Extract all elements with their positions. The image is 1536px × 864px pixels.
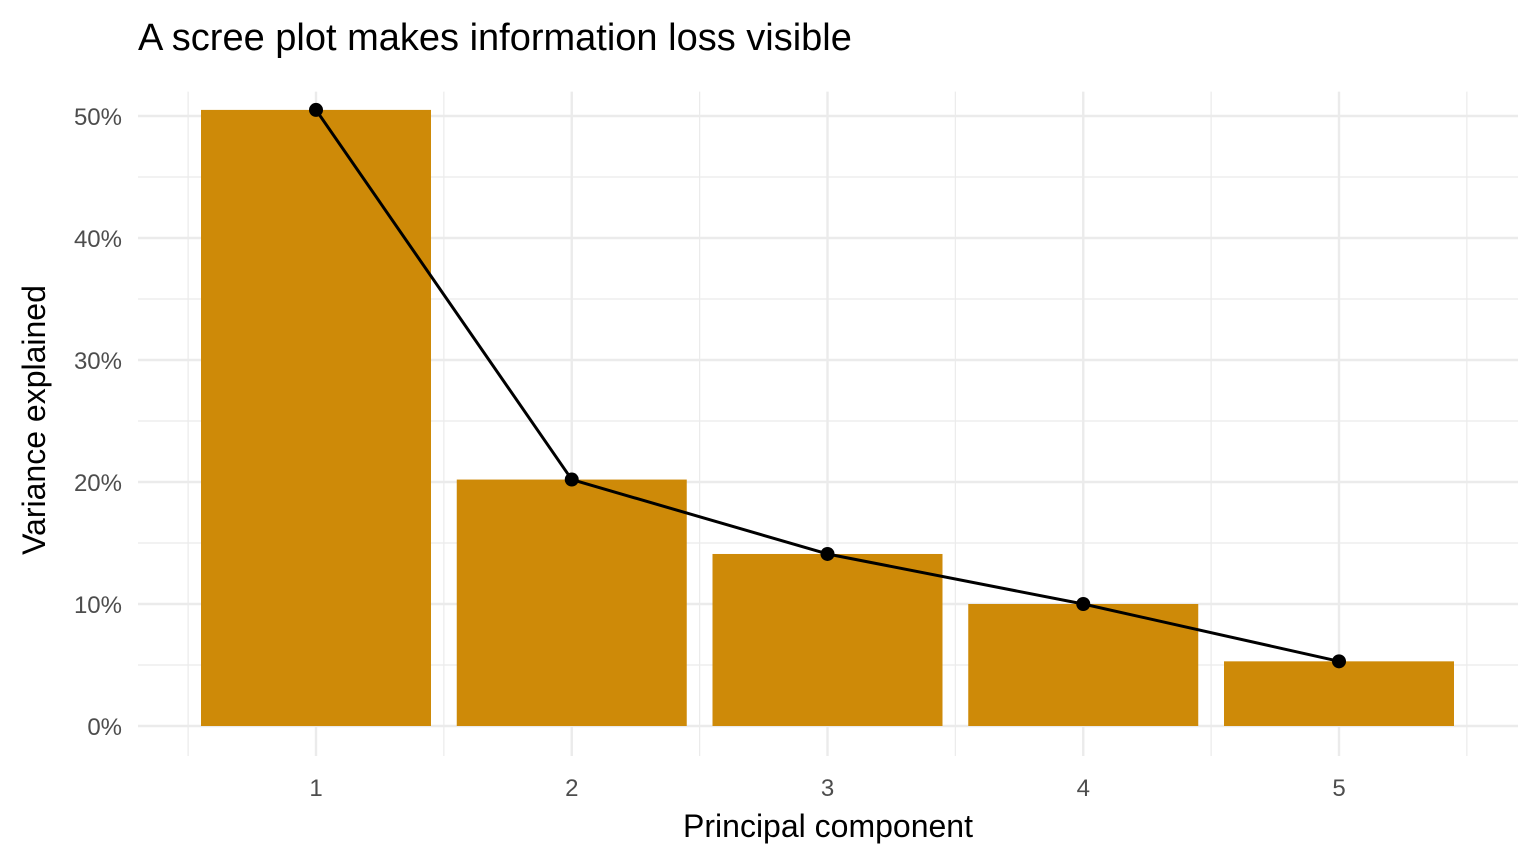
x-tick-label: 5 [1332,775,1345,802]
point-pc-3 [820,546,835,561]
x-axis-ticks: 1 2 3 4 5 [309,775,1345,802]
y-tick-label: 30% [74,348,122,375]
y-tick-label: 10% [74,592,122,619]
bar-pc-2 [456,479,687,726]
point-pc-1 [309,102,323,117]
point-pc-2 [564,472,579,487]
x-tick-label: 2 [565,775,578,802]
chart-title: A scree plot makes information loss visi… [138,17,852,59]
bar-pc-3 [712,553,943,726]
point-pc-5 [1332,654,1346,669]
variance-points [309,102,1346,669]
point-pc-4 [1076,597,1091,611]
y-tick-label: 40% [74,226,122,253]
y-tick-label: 20% [74,470,122,497]
x-tick-label: 4 [1077,775,1090,802]
y-tick-label: 0% [87,714,122,741]
y-tick-label: 50% [74,104,122,131]
bar-pc-4 [968,604,1199,726]
bars [201,109,1454,726]
y-axis-ticks: 0% 10% 20% 30% 40% 50% [74,104,122,741]
bar-pc-1 [201,109,431,726]
x-axis-label: Principal component [683,808,973,844]
x-tick-label: 3 [821,775,834,802]
y-axis-label: Variance explained [16,285,52,555]
bar-pc-5 [1224,661,1454,726]
x-tick-label: 1 [309,775,322,802]
